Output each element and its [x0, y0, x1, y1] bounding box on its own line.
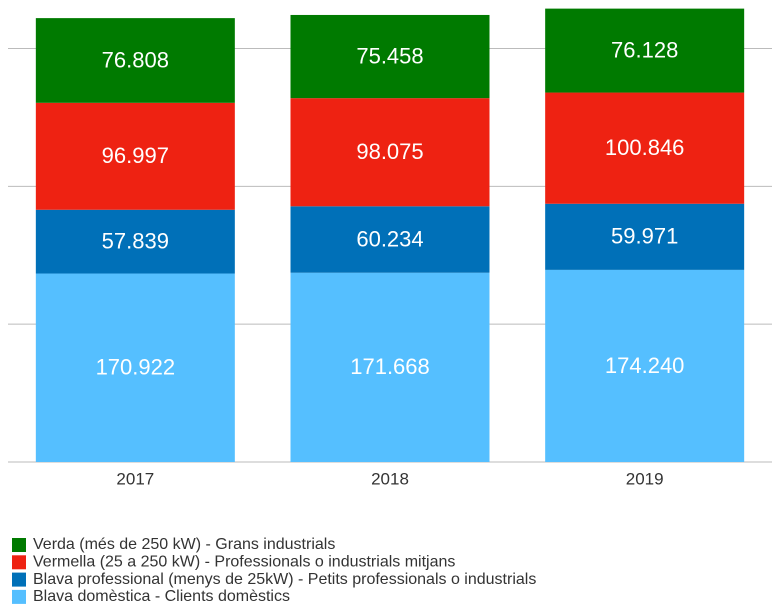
bar-segment — [35, 102, 235, 210]
bar-segment — [35, 18, 235, 103]
bar-segment — [545, 8, 745, 93]
x-tick-label: 2018 — [371, 469, 409, 488]
value-label: 100.846 — [605, 135, 685, 160]
legend-swatch — [12, 538, 26, 552]
bar-segment — [290, 272, 490, 462]
bar-segment — [35, 273, 235, 462]
bar-segment — [290, 206, 490, 273]
bar-segment — [545, 203, 745, 270]
legend-swatch — [12, 589, 26, 604]
value-label: 57.839 — [102, 228, 169, 253]
value-label: 75.458 — [356, 43, 423, 68]
value-label: 96.997 — [102, 143, 169, 168]
legend-swatch — [12, 572, 26, 587]
value-label: 76.128 — [611, 37, 678, 62]
bar-segment — [290, 98, 490, 207]
value-label: 174.240 — [605, 353, 685, 378]
value-label: 59.971 — [611, 224, 678, 249]
value-label: 60.234 — [356, 226, 423, 251]
x-tick-label: 2019 — [626, 469, 664, 488]
legend-label: Verda (més de 250 kW) - Grans industrial… — [33, 536, 335, 553]
bar-segment — [545, 269, 745, 462]
legend-swatch — [12, 555, 26, 570]
value-label: 76.808 — [102, 47, 169, 72]
legend-label: Vermella (25 a 250 kW) - Professionals o… — [33, 554, 455, 571]
bar-segment — [545, 92, 745, 204]
bar-segment — [35, 209, 235, 274]
bar-segment — [290, 14, 490, 99]
value-label: 170.922 — [96, 355, 176, 380]
value-label: 98.075 — [356, 139, 423, 164]
legend-label: Blava professional (menys de 25kW) - Pet… — [33, 571, 536, 588]
legend-label: Blava domèstica - Clients domèstics — [33, 588, 290, 605]
x-tick-label: 2017 — [116, 469, 154, 488]
value-label: 171.668 — [350, 354, 430, 379]
